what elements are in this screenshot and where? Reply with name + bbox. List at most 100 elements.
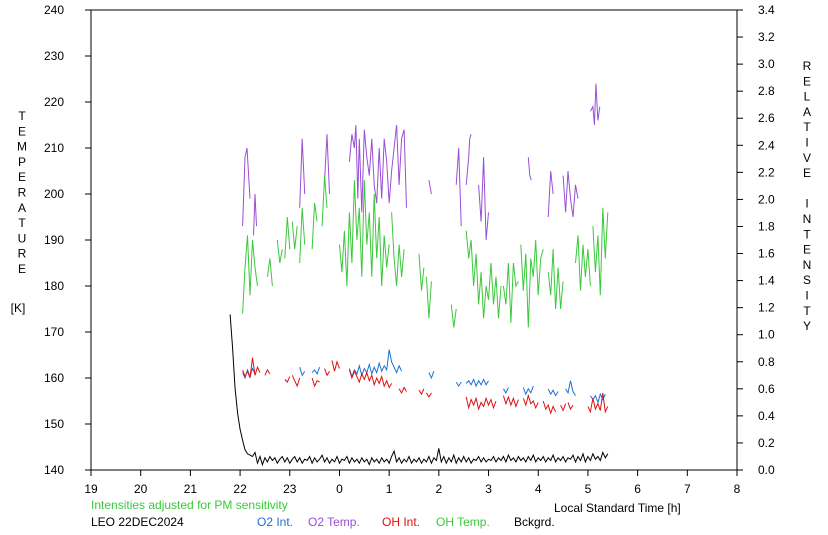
series-segment	[242, 235, 258, 314]
left-axis-title-letter: E	[18, 262, 26, 276]
series-segment	[348, 369, 393, 389]
x-tick-label: 1	[386, 482, 393, 496]
right-tick-label: 0.4	[758, 409, 775, 423]
right-axis-title-letter: S	[803, 273, 811, 287]
right-axis-title-letter: T	[803, 227, 811, 241]
series-segment	[253, 193, 257, 236]
left-axis-title-letter: P	[18, 155, 26, 169]
series-segment	[547, 249, 564, 310]
series-segment	[264, 368, 271, 376]
right-tick-label: 2.0	[758, 192, 775, 206]
right-tick-label: 2.2	[758, 165, 775, 179]
series-oh-int	[242, 357, 609, 415]
plot-border	[90, 9, 738, 471]
right-tick-label: 2.8	[758, 84, 775, 98]
series-segment	[465, 378, 489, 388]
x-tick-label: 22	[233, 482, 247, 496]
series-segment	[284, 216, 291, 259]
series-o2-int	[242, 349, 606, 404]
x-axis-label: Local Standard Time [h]	[554, 501, 681, 515]
series-segment	[560, 403, 567, 412]
right-axis-title-letter: E	[803, 74, 811, 88]
x-axis-ticks: 19 20 21 22 23 0 1 2 3 4 5 6 7 8	[84, 470, 741, 496]
series-segment	[311, 367, 321, 376]
right-tick-label: 0.0	[758, 463, 775, 477]
series-bckgrd	[229, 314, 609, 467]
series-segment	[324, 368, 330, 377]
series-segment	[299, 138, 306, 208]
series-segment	[266, 258, 273, 287]
series-segment	[331, 360, 340, 372]
right-tick-label: 0.2	[758, 436, 775, 450]
left-axis-title-letter: R	[18, 247, 27, 261]
left-axis-unit: [K]	[11, 301, 26, 315]
legend-item: Bckgrd.	[514, 515, 555, 529]
x-tick-label: 5	[585, 482, 592, 496]
series-segment	[522, 393, 539, 410]
legend: O2 Int. O2 Temp. OH Int. OH Temp. Bckgrd.	[257, 515, 555, 529]
series-segment	[428, 180, 432, 195]
series-segment	[522, 385, 534, 396]
series-segment	[229, 314, 609, 467]
series-segment	[428, 371, 435, 380]
plot-area	[90, 9, 738, 471]
series-segment	[418, 253, 425, 291]
series-segment	[418, 388, 425, 396]
right-axis-title-letter: I	[805, 197, 808, 211]
left-tick-label: 180	[44, 279, 64, 293]
right-tick-label: 3.0	[758, 57, 775, 71]
right-tick-label: 0.6	[758, 382, 775, 396]
series-segment	[520, 239, 544, 328]
series-segment	[276, 239, 283, 264]
series-segment	[242, 147, 251, 227]
series-segment	[455, 381, 462, 388]
left-axis-title-letter: E	[18, 170, 26, 184]
left-axis-title-letter: M	[17, 140, 27, 154]
right-axis-ticks: 0.0 0.2 0.4 0.6 0.8 1.0 1.2 1.4 1.6 1.8 2.0 2.2 2.4 2…	[737, 3, 775, 477]
right-tick-label: 2.6	[758, 111, 775, 125]
left-tick-label: 230	[44, 49, 64, 63]
series-segment	[284, 376, 291, 383]
series-segment	[425, 392, 432, 398]
series-segment	[575, 235, 591, 291]
legend-item: O2 Int.	[257, 515, 293, 529]
x-tick-label: 19	[84, 482, 98, 496]
x-tick-label: 2	[436, 482, 443, 496]
series-segment	[299, 367, 306, 377]
right-tick-label: 1.8	[758, 219, 775, 233]
series-segment	[562, 170, 579, 218]
series-segment	[478, 157, 489, 241]
right-axis-title-letter: I	[805, 289, 808, 303]
legend-item: OH Int.	[382, 515, 420, 529]
right-axis-title-letter: Y	[803, 319, 811, 333]
series-segment	[502, 395, 519, 408]
left-tick-label: 240	[44, 3, 64, 17]
left-tick-label: 190	[44, 233, 64, 247]
series-segment	[542, 400, 557, 415]
series-segment	[547, 388, 559, 397]
series-segment	[465, 230, 502, 319]
series-segment	[299, 207, 306, 264]
right-axis-title-letter: E	[803, 166, 811, 180]
x-tick-label: 23	[283, 482, 297, 496]
left-axis-ticks: 140 150 160 170 180 190 200 210 220 230 240	[44, 3, 91, 477]
series-segment	[291, 375, 301, 388]
right-tick-label: 1.4	[758, 274, 775, 288]
series-segment	[321, 175, 328, 227]
series-segment	[311, 377, 320, 388]
right-axis-title-letter: N	[803, 212, 812, 226]
left-axis-title-letter: T	[18, 109, 26, 123]
left-axis-title-letter: T	[18, 216, 26, 230]
series-segment	[547, 170, 554, 218]
right-tick-label: 1.0	[758, 328, 775, 342]
series-segment	[324, 134, 330, 195]
series-segment	[565, 380, 576, 396]
series-segment	[391, 212, 405, 287]
series-segment	[589, 83, 601, 126]
legend-item: OH Temp.	[436, 515, 490, 529]
series-segment	[348, 124, 407, 213]
left-axis-title-letter: E	[18, 124, 26, 138]
series-segment	[339, 180, 390, 287]
series-segment	[450, 304, 457, 328]
